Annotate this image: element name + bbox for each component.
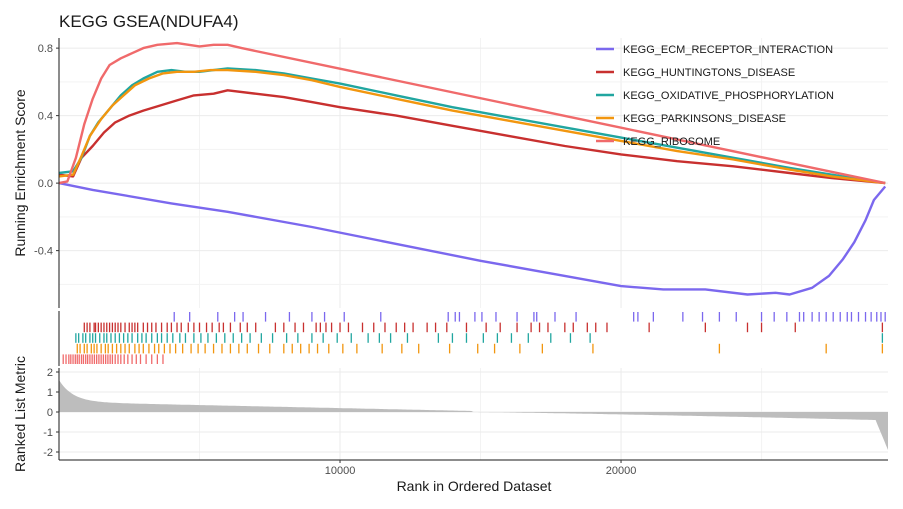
enrichment-grid (59, 38, 888, 308)
legend: KEGG_ECM_RECEPTOR_INTERACTION KEGG_HUNTIN… (596, 44, 834, 148)
enrichment-panel: -0.4 0.0 0.4 0.8 Running Enrichment Score K… (12, 38, 888, 308)
metric-y-tick-label: 2 (47, 367, 53, 379)
legend-label: KEGG_HUNTINGTONS_DISEASE (623, 67, 795, 79)
y-tick-label: 0.8 (38, 43, 53, 55)
metric-y-tick-label: 0 (47, 407, 53, 419)
series-line (58, 68, 886, 185)
hit-markers (62, 312, 886, 364)
ranked-metric-area (59, 380, 888, 450)
hits-panel (58, 311, 886, 366)
chart-title: KEGG GSEA(NDUFA4) (59, 12, 238, 31)
enrichment-y-ticks: -0.4 0.0 0.4 0.8 (34, 43, 59, 258)
metric-panel: -2 -1 0 1 2 10000 20000 Ranked List Metric Ra… (12, 356, 888, 494)
y-tick-label: 0.0 (38, 178, 53, 190)
metric-y-tick-label: 1 (47, 387, 53, 399)
legend-label: KEGG_PARKINSONS_DISEASE (623, 113, 786, 125)
metric-y-tick-label: -2 (43, 447, 53, 459)
y-axis-title: Running Enrichment Score (12, 89, 28, 257)
x-tick-label: 20000 (606, 465, 637, 477)
x-axis-title: Rank in Ordered Dataset (397, 478, 552, 494)
y-tick-label: 0.4 (38, 111, 53, 123)
series-line (58, 181, 887, 296)
metric-y-tick-label: -1 (43, 427, 53, 439)
legend-label: KEGG_RIBOSOME (623, 136, 720, 148)
series-line (58, 41, 886, 185)
enrichment-lines (58, 41, 887, 296)
x-ticks: 10000 20000 (325, 460, 637, 477)
y-tick-label: -0.4 (34, 246, 53, 258)
legend-label: KEGG_ECM_RECEPTOR_INTERACTION (623, 44, 833, 56)
x-tick-label: 10000 (325, 465, 356, 477)
metric-y-axis-title: Ranked List Metric (12, 356, 28, 472)
series-line (58, 89, 886, 185)
legend-label: KEGG_OXIDATIVE_PHOSPHORYLATION (623, 90, 834, 102)
metric-y-ticks: -2 -1 0 1 2 (43, 367, 59, 459)
